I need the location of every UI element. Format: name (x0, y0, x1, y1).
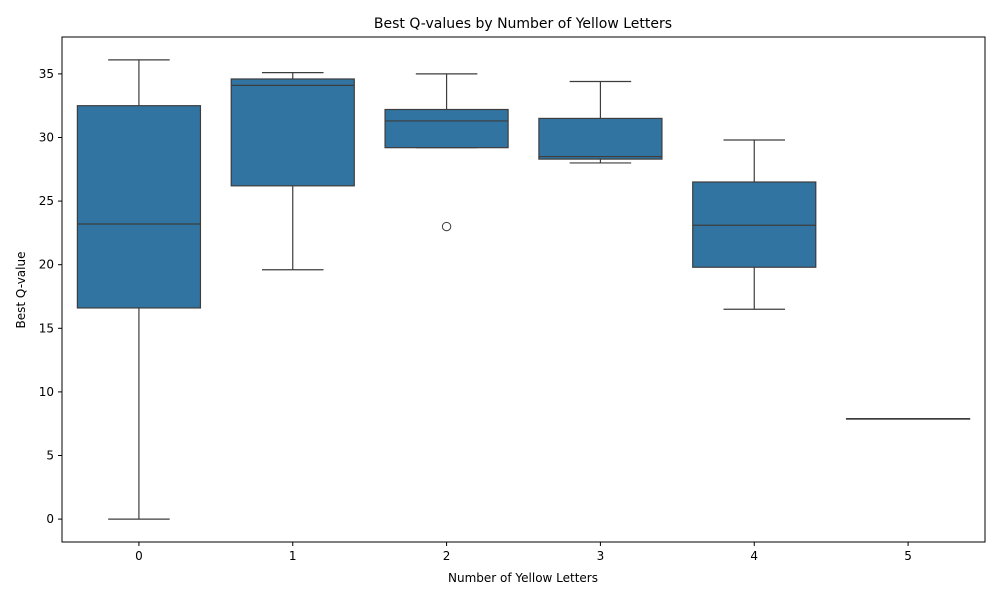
y-tick-label: 20 (39, 258, 54, 272)
y-tick-label: 15 (39, 321, 54, 335)
x-tick-label: 3 (597, 549, 605, 563)
box-iqr (230, 78, 355, 187)
x-tick-label: 4 (750, 549, 758, 563)
outlier-point (441, 221, 452, 232)
x-tick-label: 5 (904, 549, 912, 563)
box-iqr (538, 117, 663, 160)
y-tick-label: 35 (39, 67, 54, 81)
x-tick-label: 0 (135, 549, 143, 563)
x-tick-label: 1 (289, 549, 297, 563)
y-tick-label: 25 (39, 194, 54, 208)
box-iqr (76, 105, 202, 309)
y-tick-label: 10 (39, 385, 54, 399)
y-axis-label: Best Q-value (14, 252, 28, 329)
plot-frame (61, 36, 986, 543)
y-tick-label: 30 (39, 130, 54, 144)
plot-area: 0 1 2 3 4 5 0 5 10 15 20 25 30 35 (39, 36, 986, 563)
y-tick-label: 5 (46, 449, 54, 463)
chart-title: Best Q-values by Number of Yellow Letter… (374, 16, 672, 32)
x-axis-label: Number of Yellow Letters (448, 571, 598, 585)
box-iqr (692, 181, 817, 268)
box-iqr (384, 108, 509, 149)
x-tick-label: 2 (443, 549, 451, 563)
y-tick-label: 0 (46, 512, 54, 526)
